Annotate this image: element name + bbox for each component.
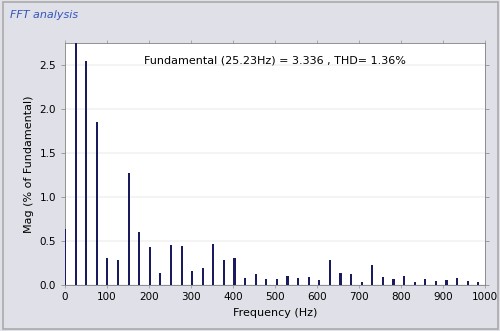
Bar xyxy=(234,258,235,285)
Bar xyxy=(372,265,374,285)
Bar xyxy=(223,260,225,285)
Bar xyxy=(191,271,193,285)
X-axis label: Frequency (Hz): Frequency (Hz) xyxy=(233,308,317,318)
Bar xyxy=(446,280,448,285)
Bar xyxy=(403,276,405,285)
Bar xyxy=(148,247,151,285)
Bar xyxy=(106,258,108,285)
Bar xyxy=(340,273,342,285)
Bar xyxy=(318,280,320,285)
Bar xyxy=(435,281,437,285)
Bar xyxy=(424,279,426,285)
Bar xyxy=(329,260,331,285)
Bar xyxy=(64,229,66,285)
Bar xyxy=(254,274,257,285)
Bar xyxy=(382,277,384,285)
Bar xyxy=(350,274,352,285)
Bar xyxy=(170,245,172,285)
Bar xyxy=(244,278,246,285)
Bar xyxy=(477,282,480,285)
Bar xyxy=(85,61,87,285)
Y-axis label: Mag (% of Fundamental): Mag (% of Fundamental) xyxy=(24,95,34,233)
Bar xyxy=(160,273,162,285)
Bar xyxy=(276,278,278,285)
Bar xyxy=(128,173,130,285)
Bar xyxy=(414,282,416,285)
Bar xyxy=(202,268,204,285)
Bar xyxy=(212,244,214,285)
Bar xyxy=(117,260,119,285)
Bar xyxy=(138,232,140,285)
Bar xyxy=(286,276,288,285)
Bar xyxy=(456,278,458,285)
Bar xyxy=(74,0,76,285)
Bar xyxy=(360,282,363,285)
Bar xyxy=(180,246,182,285)
Bar xyxy=(466,281,468,285)
Bar xyxy=(96,122,98,285)
Bar xyxy=(392,278,394,285)
Text: FFT analysis: FFT analysis xyxy=(10,10,78,20)
Text: Fundamental (25.23Hz) = 3.336 , THD= 1.36%: Fundamental (25.23Hz) = 3.336 , THD= 1.3… xyxy=(144,55,406,65)
Bar xyxy=(308,277,310,285)
Bar xyxy=(266,278,268,285)
Bar xyxy=(297,278,299,285)
